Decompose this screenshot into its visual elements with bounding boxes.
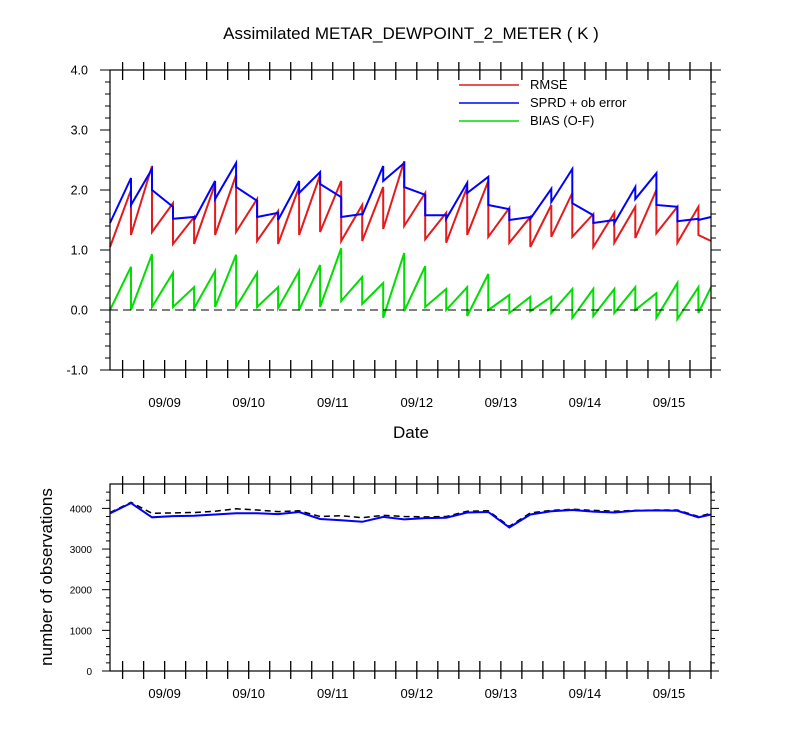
bottom-plot-frame (109, 483, 712, 672)
y-tick-label: 1.0 (71, 244, 88, 258)
bottom-tick-labels: 4000 3000 2000 1000 0 09/09 09/10 09/11 09/12 09/… (70, 504, 685, 701)
x-tick-label: 09/12 (401, 395, 434, 410)
x-tick-label: 09/11 (317, 395, 349, 410)
x-axis-label: Date (393, 423, 429, 442)
y-tick-label: 0.0 (71, 304, 88, 318)
obs-possible-line (109, 501, 712, 528)
series-line-sprd-ob-error (109, 159, 712, 227)
y-tick-label: -1.0 (66, 364, 88, 378)
series-line-bias-o-f (109, 247, 712, 323)
top-tick-labels: 4.0 3.0 2.0 1.0 0.0 -1.0 09/09 09/10 09/11 09/12 0… (66, 64, 685, 411)
x-tick-label: 09/10 (232, 395, 265, 410)
obs-used-line (109, 501, 712, 529)
legend-label-sprd: SPRD + ob error (530, 95, 627, 110)
rmse-chart: Assimilated METAR_DEWPOINT_2_METER ( K )… (66, 24, 721, 442)
y-tick-label: 3.0 (71, 124, 88, 138)
top-plot-frame (109, 69, 712, 371)
bottom-ticks-layer (102, 476, 719, 679)
y-tick-label: 3000 (70, 545, 93, 556)
legend: RMSE SPRD + ob error BIAS (O-F) (459, 77, 627, 128)
y-tick-label: 4000 (70, 504, 93, 515)
x-tick-label: 09/13 (485, 686, 518, 701)
legend-label-bias: BIAS (O-F) (530, 113, 594, 128)
bottom-series-layer (109, 501, 712, 529)
x-tick-label: 09/09 (148, 686, 181, 701)
x-tick-label: 09/10 (232, 686, 265, 701)
top-series-layer (109, 159, 712, 323)
x-tick-label: 09/14 (569, 395, 602, 410)
y-axis-label-observations: number of observations (37, 488, 56, 666)
x-tick-label: 09/11 (317, 686, 349, 701)
y-tick-label: 2.0 (71, 184, 88, 198)
y-tick-label: 0 (86, 667, 92, 678)
y-tick-label: 1000 (70, 626, 93, 637)
x-tick-label: 09/15 (653, 395, 686, 410)
legend-label-rmse: RMSE (530, 77, 568, 92)
series-line-rmse (109, 160, 712, 251)
top-ticks-layer (100, 62, 721, 378)
chart-title: Assimilated METAR_DEWPOINT_2_METER ( K ) (223, 24, 599, 43)
y-tick-label: 2000 (70, 586, 93, 597)
x-tick-label: 09/14 (569, 686, 602, 701)
y-tick-label: 4.0 (71, 64, 88, 78)
x-tick-label: 09/09 (148, 395, 181, 410)
x-tick-label: 09/12 (401, 686, 434, 701)
obs-count-chart: 4000 3000 2000 1000 0 09/09 09/10 09/11 09/12 09/… (37, 476, 719, 701)
x-tick-label: 09/13 (485, 395, 518, 410)
x-tick-label: 09/15 (653, 686, 686, 701)
